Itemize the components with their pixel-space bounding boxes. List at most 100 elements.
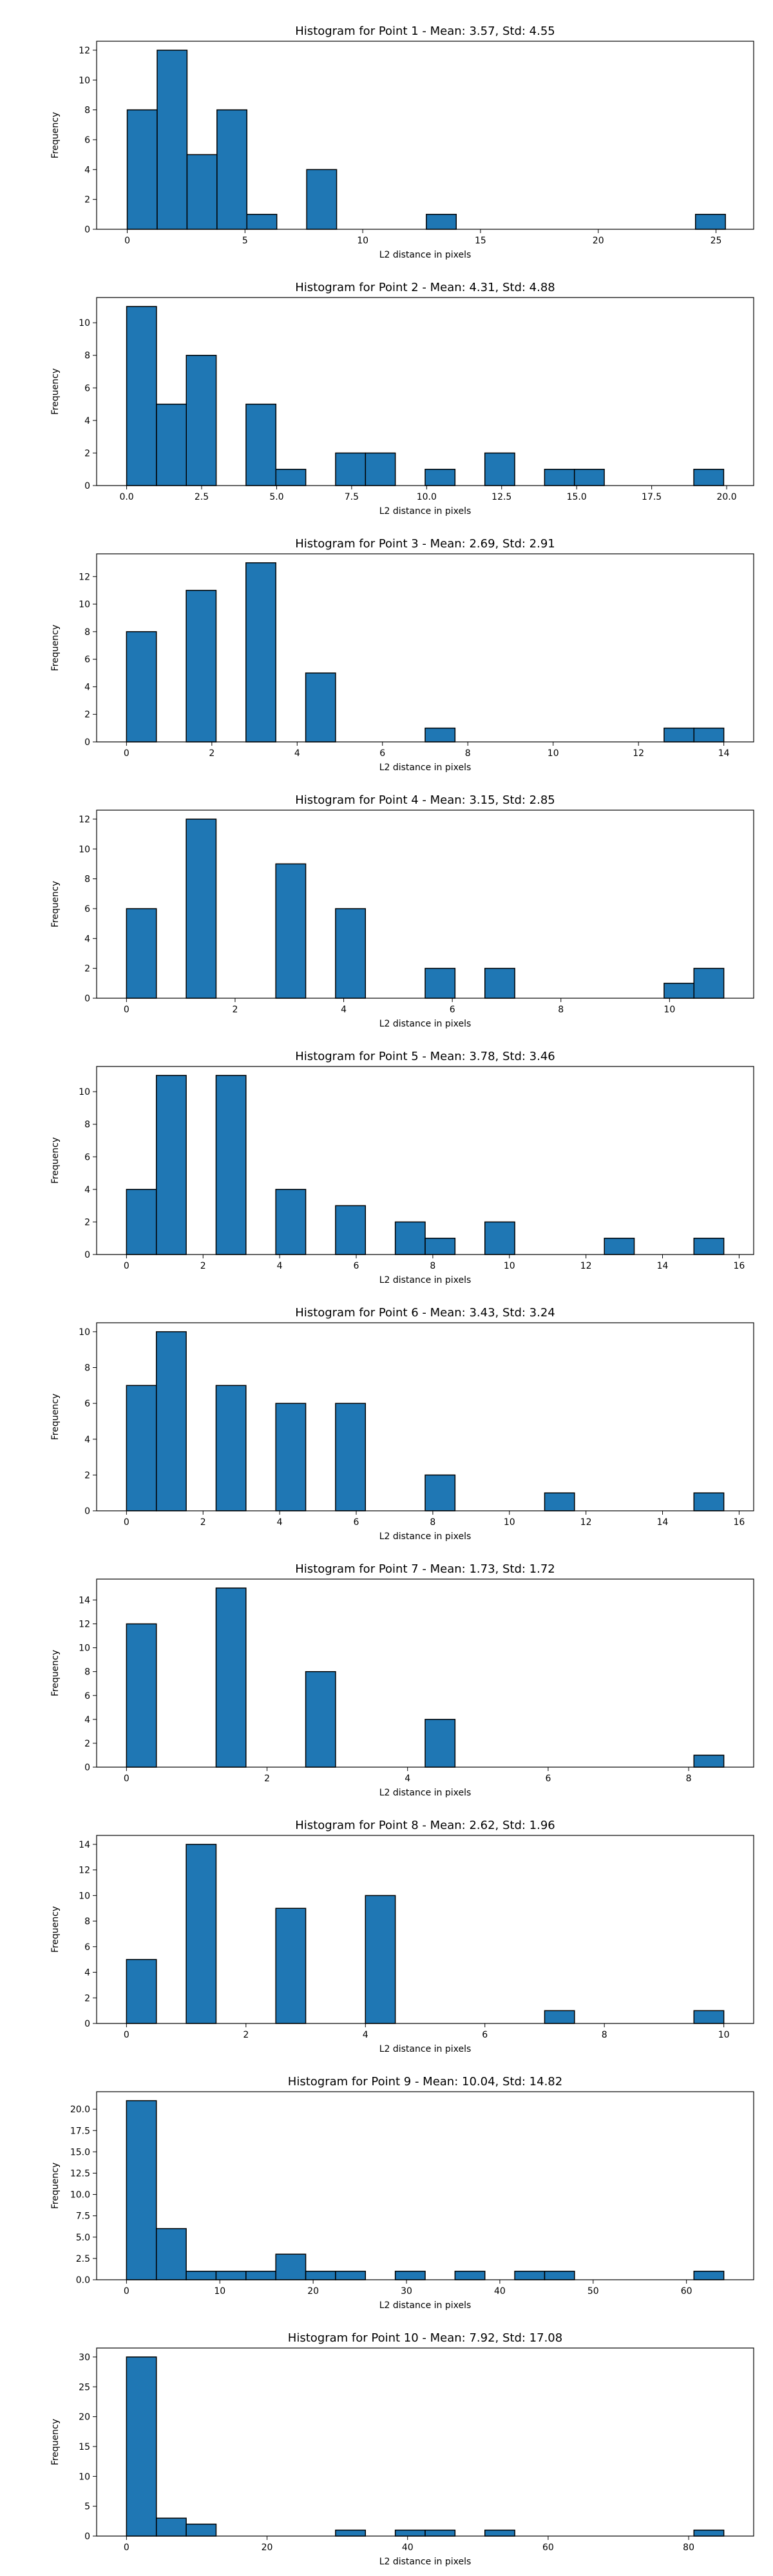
y-tick-label: 12 <box>79 572 90 582</box>
x-tick-label: 2 <box>243 2030 249 2040</box>
x-tick-label: 30 <box>401 2286 412 2297</box>
x-tick-label: 0 <box>124 748 129 759</box>
histogram-bar <box>693 468 725 486</box>
histogram-bar <box>275 863 307 999</box>
histogram-bar <box>426 214 457 230</box>
x-tick-label: 80 <box>683 2543 694 2553</box>
y-tick-label: 10 <box>79 75 90 86</box>
histogram-bar <box>514 2271 546 2280</box>
y-tick-label: 4 <box>84 1185 90 1195</box>
x-tick-label: 20 <box>593 236 604 246</box>
x-tick-label: 10 <box>504 1517 515 1528</box>
histogram-panel-5: Histogram for Point 5 - Mean: 3.78, Std:… <box>50 1050 754 1285</box>
y-tick-label: 14 <box>79 1840 90 1850</box>
x-tick-label: 8 <box>430 1261 435 1271</box>
y-tick-label: 8 <box>84 627 90 638</box>
histogram-panel-2: Histogram for Point 2 - Mean: 4.31, Std:… <box>50 281 754 516</box>
x-axis-label: L2 distance in pixels <box>379 1531 472 1542</box>
x-tick-label: 12 <box>580 1261 592 1271</box>
x-tick-label: 10 <box>663 1005 675 1015</box>
y-tick-label: 4 <box>84 682 90 692</box>
histogram-bar <box>693 1754 725 1768</box>
x-tick-label: 2 <box>200 1517 206 1528</box>
histogram-bar <box>693 1492 725 1511</box>
y-tick-label: 4 <box>84 934 90 944</box>
x-axis-label: L2 distance in pixels <box>379 2557 472 2567</box>
histogram-bar <box>215 1075 247 1255</box>
x-tick-label: 14 <box>657 1261 669 1271</box>
histogram-bar <box>544 2010 575 2024</box>
x-tick-label: 17.5 <box>642 492 662 502</box>
y-tick-label: 6 <box>84 1942 90 1953</box>
histogram-bar <box>425 468 456 486</box>
x-tick-label: 15.0 <box>567 492 587 502</box>
x-tick-label: 0 <box>124 1774 129 1784</box>
x-tick-label: 16 <box>733 1517 745 1528</box>
x-tick-label: 0.0 <box>119 492 133 502</box>
y-tick-label: 6 <box>84 904 90 914</box>
y-tick-label: 8 <box>84 875 90 885</box>
histogram-bar <box>186 2523 217 2537</box>
histogram-bar <box>484 452 515 486</box>
y-tick-label: 8 <box>84 1917 90 1927</box>
y-tick-label: 10 <box>79 1643 90 1654</box>
y-tick-label: 10 <box>79 2472 90 2482</box>
y-tick-label: 15.0 <box>70 2147 90 2157</box>
y-tick-label: 14 <box>79 1595 90 1605</box>
y-tick-label: 8 <box>84 106 90 116</box>
x-tick-label: 12 <box>633 748 644 759</box>
histogram-bar <box>335 2271 367 2280</box>
x-tick-label: 4 <box>277 1517 283 1528</box>
y-tick-label: 10 <box>79 1087 90 1097</box>
y-tick-label: 10 <box>79 318 90 328</box>
plot-frame <box>96 297 754 486</box>
histogram-bar <box>604 1237 635 1255</box>
y-axis-label: Frequency <box>50 1137 61 1184</box>
y-tick-label: 6 <box>84 1691 90 1701</box>
chart-title: Histogram for Point 7 - Mean: 1.73, Std:… <box>295 1562 555 1576</box>
x-tick-label: 14 <box>718 748 730 759</box>
x-tick-label: 10 <box>214 2286 225 2297</box>
chart-title: Histogram for Point 1 - Mean: 3.57, Std:… <box>295 24 555 38</box>
x-tick-label: 10.0 <box>417 492 437 502</box>
x-tick-label: 6 <box>354 1261 359 1271</box>
x-tick-label: 10 <box>504 1261 515 1271</box>
x-tick-label: 8 <box>430 1517 435 1528</box>
histogram-bar <box>305 672 336 743</box>
y-tick-label: 6 <box>84 1152 90 1162</box>
histogram-bar <box>155 1331 187 1511</box>
y-axis-label: Frequency <box>50 112 61 158</box>
histogram-bar <box>215 1385 247 1511</box>
histogram-bar <box>694 214 726 230</box>
histogram-bar <box>454 2271 486 2280</box>
histogram-bar <box>573 468 605 486</box>
x-tick-label: 15 <box>475 236 486 246</box>
y-tick-label: 2 <box>84 1217 90 1227</box>
x-tick-label: 10 <box>548 748 559 759</box>
x-tick-label: 6 <box>379 748 385 759</box>
histogram-bar <box>126 631 157 743</box>
y-tick-label: 0 <box>84 2019 90 2029</box>
histogram-bar <box>275 1189 307 1255</box>
plot-frame <box>96 41 754 230</box>
histogram-bar <box>693 2271 725 2280</box>
y-tick-label: 0 <box>84 481 90 491</box>
plot-frame <box>96 1322 754 1511</box>
histogram-panel-8: Histogram for Point 8 - Mean: 2.62, Std:… <box>50 1819 754 2054</box>
x-tick-label: 25 <box>711 236 722 246</box>
y-tick-label: 0 <box>84 2532 90 2542</box>
y-tick-label: 4 <box>84 1435 90 1445</box>
histogram-bar <box>693 2010 725 2024</box>
histogram-bar <box>157 50 188 230</box>
x-tick-label: 4 <box>294 748 300 759</box>
chart-title: Histogram for Point 2 - Mean: 4.31, Std:… <box>295 281 555 294</box>
y-tick-label: 10.0 <box>70 2190 90 2201</box>
x-tick-label: 50 <box>587 2286 599 2297</box>
histogram-bar <box>484 967 515 999</box>
y-axis-label: Frequency <box>50 2419 61 2465</box>
x-tick-label: 4 <box>363 2030 368 2040</box>
x-tick-label: 7.5 <box>345 492 359 502</box>
y-axis-label: Frequency <box>50 1906 61 1953</box>
histogram-bar <box>693 727 725 743</box>
